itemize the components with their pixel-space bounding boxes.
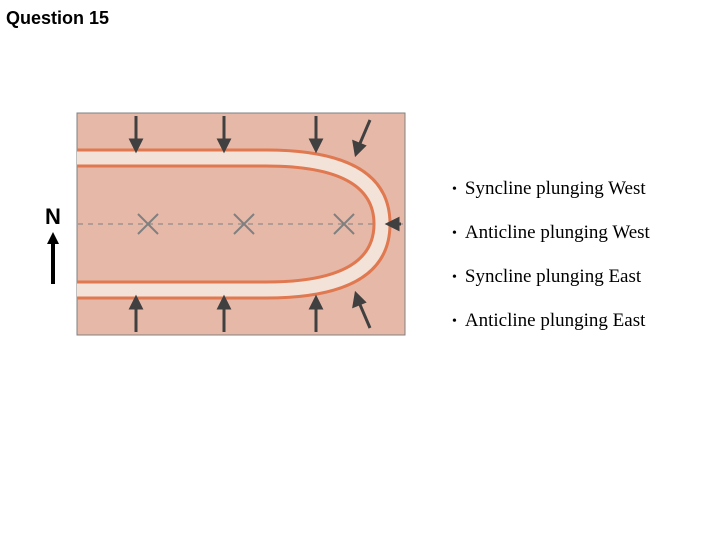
question-title: Question 15 <box>6 8 109 29</box>
option-b[interactable]: • Anticline plunging West <box>452 222 712 246</box>
north-arrow-icon <box>39 230 67 290</box>
north-indicator: N <box>38 204 68 295</box>
north-letter: N <box>38 204 68 230</box>
bullet-icon: • <box>452 222 457 246</box>
answer-options: • Syncline plunging West • Anticline plu… <box>452 178 712 354</box>
bullet-icon: • <box>452 310 457 334</box>
option-label: Syncline plunging East <box>465 266 641 288</box>
fold-map-diagram <box>76 112 406 336</box>
bullet-icon: • <box>452 266 457 290</box>
option-d[interactable]: • Anticline plunging East <box>452 310 712 334</box>
geology-diagram: N <box>38 112 406 336</box>
option-label: Anticline plunging East <box>465 310 645 332</box>
option-label: Syncline plunging West <box>465 178 646 200</box>
bullet-icon: • <box>452 178 457 202</box>
option-c[interactable]: • Syncline plunging East <box>452 266 712 290</box>
option-label: Anticline plunging West <box>465 222 650 244</box>
option-a[interactable]: • Syncline plunging West <box>452 178 712 202</box>
